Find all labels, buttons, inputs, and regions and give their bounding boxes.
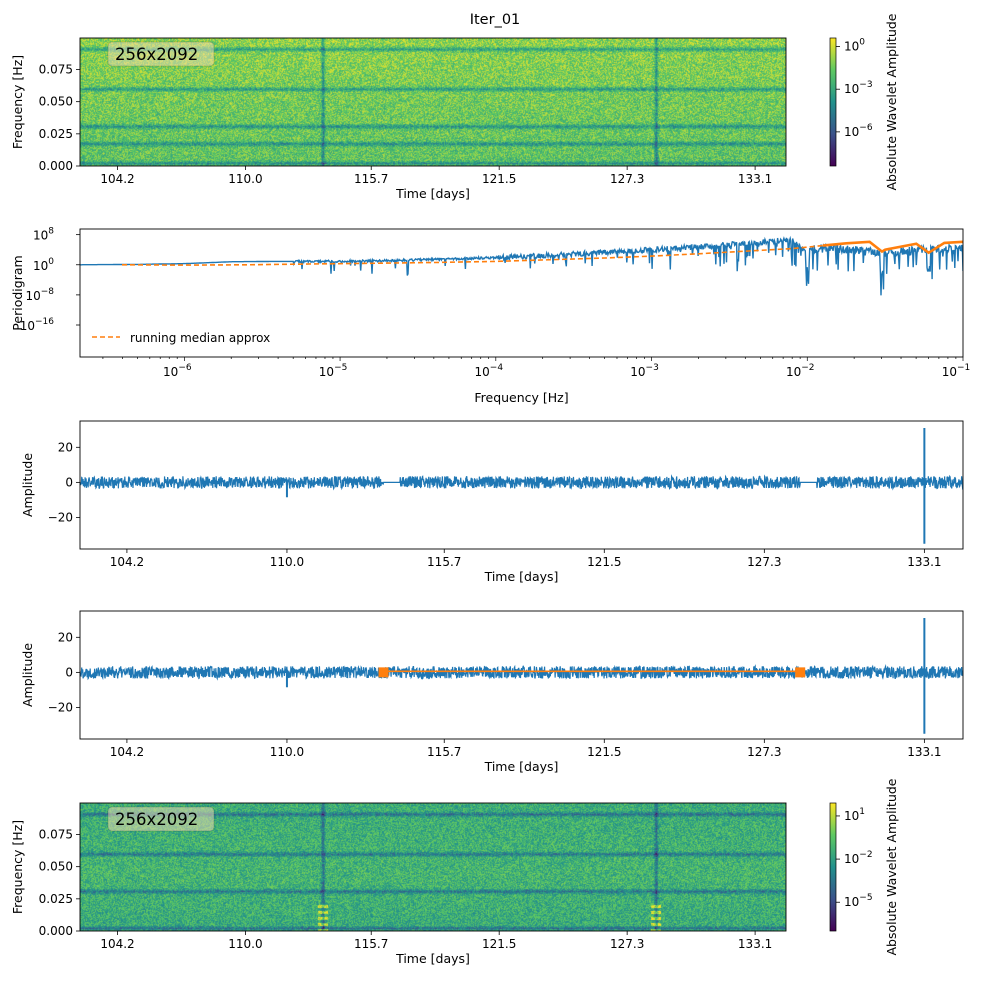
colorbar-gradient [829, 37, 837, 167]
y-tick-label: −20 [48, 700, 73, 714]
x-tick-label: 121.5 [587, 745, 621, 759]
y-tick-label: 0 [65, 475, 73, 489]
panel-spectrogram_filled: 104.2 110.0 115.7 121.5 127.3 133.1 0.000 0.025… [10, 778, 899, 966]
panels-root: 104.2 110.0 115.7 121.5 127.3 133.1 0.000 0.025… [10, 13, 970, 966]
x-tick-label: 110.0 [228, 172, 262, 186]
axes-frame [79, 228, 964, 358]
legend-label: running median approx [130, 331, 270, 345]
x-tick-label: 10−4 [475, 363, 504, 379]
x-axis-label: Time [days] [484, 569, 559, 584]
x-tick-label: 121.5 [482, 937, 516, 951]
colorbar-tick-label: 10−6 [844, 123, 873, 139]
amplitude-line [80, 474, 963, 491]
legend: running median approx [92, 331, 270, 345]
x-tick-label: 10−2 [786, 363, 815, 379]
x-tick-label: 115.7 [354, 172, 388, 186]
axes-frame [79, 610, 964, 740]
y-tick-label: 0.075 [39, 828, 73, 842]
x-tick-label: 115.7 [427, 745, 461, 759]
x-tick-label: 127.3 [610, 172, 644, 186]
colorbar: 101 10−2 10−5 Absolute Wavelet Amplitude [829, 778, 899, 956]
x-tick-label: 133.1 [907, 745, 941, 759]
annotation-text: 256x2092 [115, 810, 198, 829]
panel-amplitude_filled: 104.2 110.0 115.7 121.5 127.3 133.1 20 0 −20 Time… [20, 610, 964, 774]
x-tick-label: 10−5 [319, 363, 348, 379]
colorbar-tick-label: 10−5 [844, 893, 873, 909]
amplitude-line [80, 663, 963, 681]
y-tick-label: −20 [48, 510, 73, 524]
x-axis-label: Frequency [Hz] [474, 390, 568, 405]
x-tick-label: 10−1 [942, 363, 971, 379]
colorbar-label: Absolute Wavelet Amplitude [884, 778, 899, 955]
x-tick-label: 121.5 [482, 172, 516, 186]
colorbar-tick-label: 101 [844, 807, 865, 823]
x-tick-label: 133.1 [738, 937, 772, 951]
y-tick-label: 0.000 [39, 924, 73, 938]
annotation-box [107, 806, 215, 832]
x-tick-label: 115.7 [427, 555, 461, 569]
x-tick-label: 115.7 [354, 937, 388, 951]
y-tick-label: 20 [58, 440, 73, 454]
colorbar-tick-label: 10−3 [844, 80, 873, 96]
y-axis-label: Periodigram [10, 255, 25, 330]
y-tick-label: 0.050 [39, 860, 73, 874]
x-tick-label: 104.2 [100, 172, 134, 186]
y-axis-label: Amplitude [20, 643, 35, 707]
x-axis-label: Time [days] [395, 951, 470, 966]
figure-title: Iter_01 [470, 12, 521, 28]
gap-marker [795, 667, 806, 678]
y-tick-label: 10−16 [20, 317, 55, 333]
axes-frame [79, 420, 964, 550]
colorbar-label: Absolute Wavelet Amplitude [884, 13, 899, 190]
x-tick-label: 127.3 [610, 937, 644, 951]
panel-spectrogram_original: 104.2 110.0 115.7 121.5 127.3 133.1 0.000 0.025… [10, 13, 899, 201]
x-tick-label: 110.0 [270, 745, 304, 759]
x-tick-label: 133.1 [907, 555, 941, 569]
y-axis-label: Amplitude [20, 453, 35, 517]
x-tick-label: 104.2 [110, 555, 144, 569]
x-tick-label: 127.3 [747, 745, 781, 759]
panel-amplitude_original: 104.2 110.0 115.7 121.5 127.3 133.1 20 0 −20 Time… [20, 420, 964, 584]
y-axis-label: Frequency [Hz] [10, 820, 25, 914]
gap-marker [378, 667, 389, 678]
y-tick-label: 20 [58, 630, 73, 644]
y-tick-label: 0.025 [39, 127, 73, 141]
x-axis-label: Time [days] [484, 759, 559, 774]
y-tick-label: 0.050 [39, 95, 73, 109]
x-tick-label: 110.0 [228, 937, 262, 951]
x-tick-label: 121.5 [587, 555, 621, 569]
x-tick-label: 104.2 [110, 745, 144, 759]
annotation-text: 256x2092 [115, 45, 198, 64]
x-tick-label: 133.1 [738, 172, 772, 186]
y-axis-label: Frequency [Hz] [10, 55, 25, 149]
colorbar-tick-label: 100 [844, 38, 865, 54]
y-tick-label: 100 [33, 257, 54, 273]
x-axis-label: Time [days] [395, 186, 470, 201]
colorbar-tick-label: 10−2 [844, 850, 873, 866]
y-tick-label: 0 [65, 665, 73, 679]
y-tick-label: 0.025 [39, 892, 73, 906]
colorbar-gradient [829, 802, 837, 932]
x-tick-label: 127.3 [747, 555, 781, 569]
y-tick-label: 0.000 [39, 159, 73, 173]
periodogram-line [80, 235, 963, 296]
panel-periodogram: 10−6 10−5 10−4 10−3 10−2 10−1 108 100 10−8 10−16 F… [10, 227, 970, 405]
x-tick-label: 104.2 [100, 937, 134, 951]
x-tick-label: 110.0 [270, 555, 304, 569]
y-tick-label: 10−8 [25, 287, 54, 303]
annotation-box [107, 41, 215, 67]
colorbar: 100 10−3 10−6 Absolute Wavelet Amplitude [829, 13, 899, 191]
y-tick-label: 108 [33, 227, 54, 243]
running-median-bold [822, 240, 963, 255]
running-median-line [121, 240, 963, 266]
y-tick-label: 0.075 [39, 63, 73, 77]
x-tick-label: 10−3 [630, 363, 659, 379]
x-tick-label: 10−6 [163, 363, 192, 379]
